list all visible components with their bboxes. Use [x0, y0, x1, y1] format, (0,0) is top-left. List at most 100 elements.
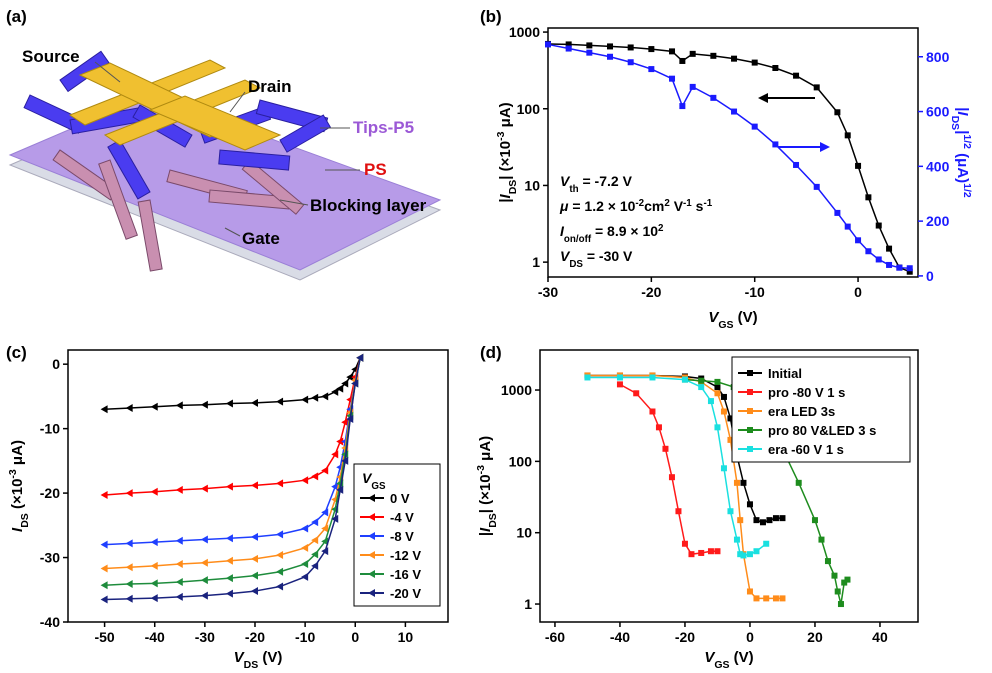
text-part: | (×10 [477, 474, 494, 513]
marker [627, 59, 634, 66]
marker [740, 552, 747, 559]
marker [714, 378, 721, 385]
text-part: = -7.2 V [579, 173, 633, 189]
text-part: DS [949, 116, 961, 131]
marker [813, 84, 820, 91]
marker [627, 44, 634, 51]
marker [662, 445, 669, 452]
annotation: VDS = -30 V [560, 248, 633, 270]
marker [225, 556, 233, 565]
text-part: 1/2 [961, 183, 973, 198]
x-tick-label: 10 [398, 629, 414, 645]
marker [688, 551, 695, 558]
marker [311, 393, 319, 402]
marker [175, 536, 183, 545]
text-part: (μA) [954, 149, 971, 183]
legend-marker [747, 370, 753, 376]
marker [331, 514, 339, 523]
x-axis-title: VDS (V) [234, 649, 283, 671]
marker [886, 261, 893, 268]
marker [586, 49, 593, 56]
legend-title: VGS [362, 470, 386, 492]
marker [200, 535, 208, 544]
x-tick-label: -40 [610, 629, 630, 645]
marker [150, 594, 158, 603]
marker [341, 418, 349, 427]
marker [766, 517, 773, 524]
marker [100, 595, 108, 604]
legend-marker [368, 494, 375, 502]
leader-lines [94, 61, 360, 237]
marker [200, 484, 208, 493]
marker [714, 390, 721, 397]
marker [175, 592, 183, 601]
text-part: -1 [683, 198, 692, 209]
text-part: V [704, 649, 716, 666]
legend-label: -8 V [390, 529, 414, 544]
marker [740, 479, 747, 486]
marker [698, 549, 705, 556]
text-part: (V) [258, 649, 282, 666]
marker [125, 579, 133, 588]
marker [336, 437, 344, 446]
marker [311, 550, 319, 559]
marker [896, 264, 903, 271]
marker [710, 94, 717, 101]
x-tick-label: -50 [94, 629, 114, 645]
marker [834, 109, 841, 116]
marker [707, 548, 714, 555]
marker [689, 50, 696, 57]
x-tick-label: -10 [745, 284, 765, 300]
y-tick-label: 10 [524, 177, 540, 193]
marker [616, 381, 623, 388]
marker [150, 579, 158, 588]
marker [727, 415, 734, 422]
marker [225, 399, 233, 408]
text-part: 1/2 [961, 134, 973, 149]
plot-frame [539, 349, 919, 623]
marker [276, 550, 284, 559]
legend-label: -12 V [390, 548, 421, 563]
marker [841, 579, 848, 586]
marker [225, 534, 233, 543]
marker [668, 474, 675, 481]
text-part: | [954, 107, 971, 111]
marker [200, 558, 208, 567]
marker [811, 517, 818, 524]
marker [731, 55, 738, 62]
x-tick-label: 0 [746, 629, 754, 645]
marker [125, 404, 133, 413]
arrow-head [820, 142, 830, 152]
plot-frame [67, 349, 449, 623]
marker [301, 395, 309, 404]
x-axis-title: VGS (V) [708, 309, 757, 331]
diagram-label: Blocking layer [310, 196, 427, 215]
marker [250, 398, 258, 407]
marker [321, 537, 329, 546]
text-part: DS [569, 259, 583, 270]
marker [565, 41, 572, 48]
x-tick-label: -40 [145, 629, 165, 645]
panel-label: (c) [6, 343, 27, 362]
text-part: | [477, 532, 494, 536]
device-schematic [8, 50, 442, 281]
y-tick-label: -10 [40, 421, 60, 437]
text-part: I [560, 223, 565, 239]
marker [707, 398, 714, 405]
marker [746, 501, 753, 508]
text-part: I [477, 527, 494, 532]
y-tick-label: -20 [40, 485, 60, 501]
text-part: GS [714, 659, 729, 671]
text-part: -1 [703, 198, 712, 209]
x-tick-label: 0 [854, 284, 862, 300]
marker [763, 540, 770, 547]
marker [341, 456, 349, 465]
diagram-label: Source [22, 47, 80, 66]
text-part: I [954, 111, 971, 116]
x-tick-label: -10 [295, 629, 315, 645]
marker [793, 161, 800, 168]
text-part: V [670, 198, 684, 214]
text-part: = 1.2 × 10 [568, 198, 635, 214]
legend-label: Initial [768, 366, 802, 381]
marker [311, 536, 319, 545]
